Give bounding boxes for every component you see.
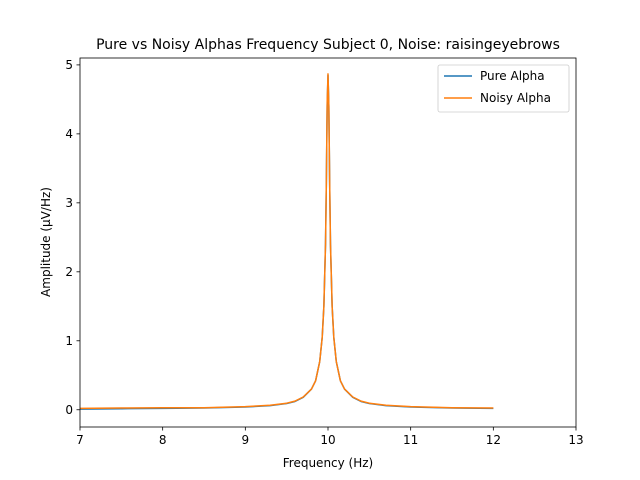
legend: Pure Alpha Noisy Alpha xyxy=(437,64,570,113)
legend-label-1: Noisy Alpha xyxy=(480,91,551,105)
x-tick-label: 12 xyxy=(486,433,501,447)
legend-label-0: Pure Alpha xyxy=(480,69,545,83)
x-tick-label: 11 xyxy=(403,433,418,447)
series-line-0 xyxy=(79,74,494,410)
y-tick-label: 0 xyxy=(65,403,73,417)
x-tick-label: 7 xyxy=(76,433,84,447)
x-tick-label: 9 xyxy=(242,433,250,447)
x-axis-label: Frequency (Hz) xyxy=(283,456,374,470)
y-tick-label: 3 xyxy=(65,196,73,210)
plot-frame xyxy=(79,57,577,428)
series-line-1 xyxy=(79,73,494,410)
x-tick-label: 13 xyxy=(568,433,583,447)
y-tick-label: 4 xyxy=(65,127,73,141)
y-tick-label: 5 xyxy=(65,58,73,72)
y-axis-label: Amplitude (μV/Hz) xyxy=(39,187,53,297)
x-tick-label: 10 xyxy=(320,433,335,447)
y-tick-label: 1 xyxy=(65,334,73,348)
x-tick-label: 8 xyxy=(159,433,167,447)
chart-title: Pure vs Noisy Alphas Frequency Subject 0… xyxy=(96,37,560,53)
y-tick-label: 2 xyxy=(65,265,73,279)
